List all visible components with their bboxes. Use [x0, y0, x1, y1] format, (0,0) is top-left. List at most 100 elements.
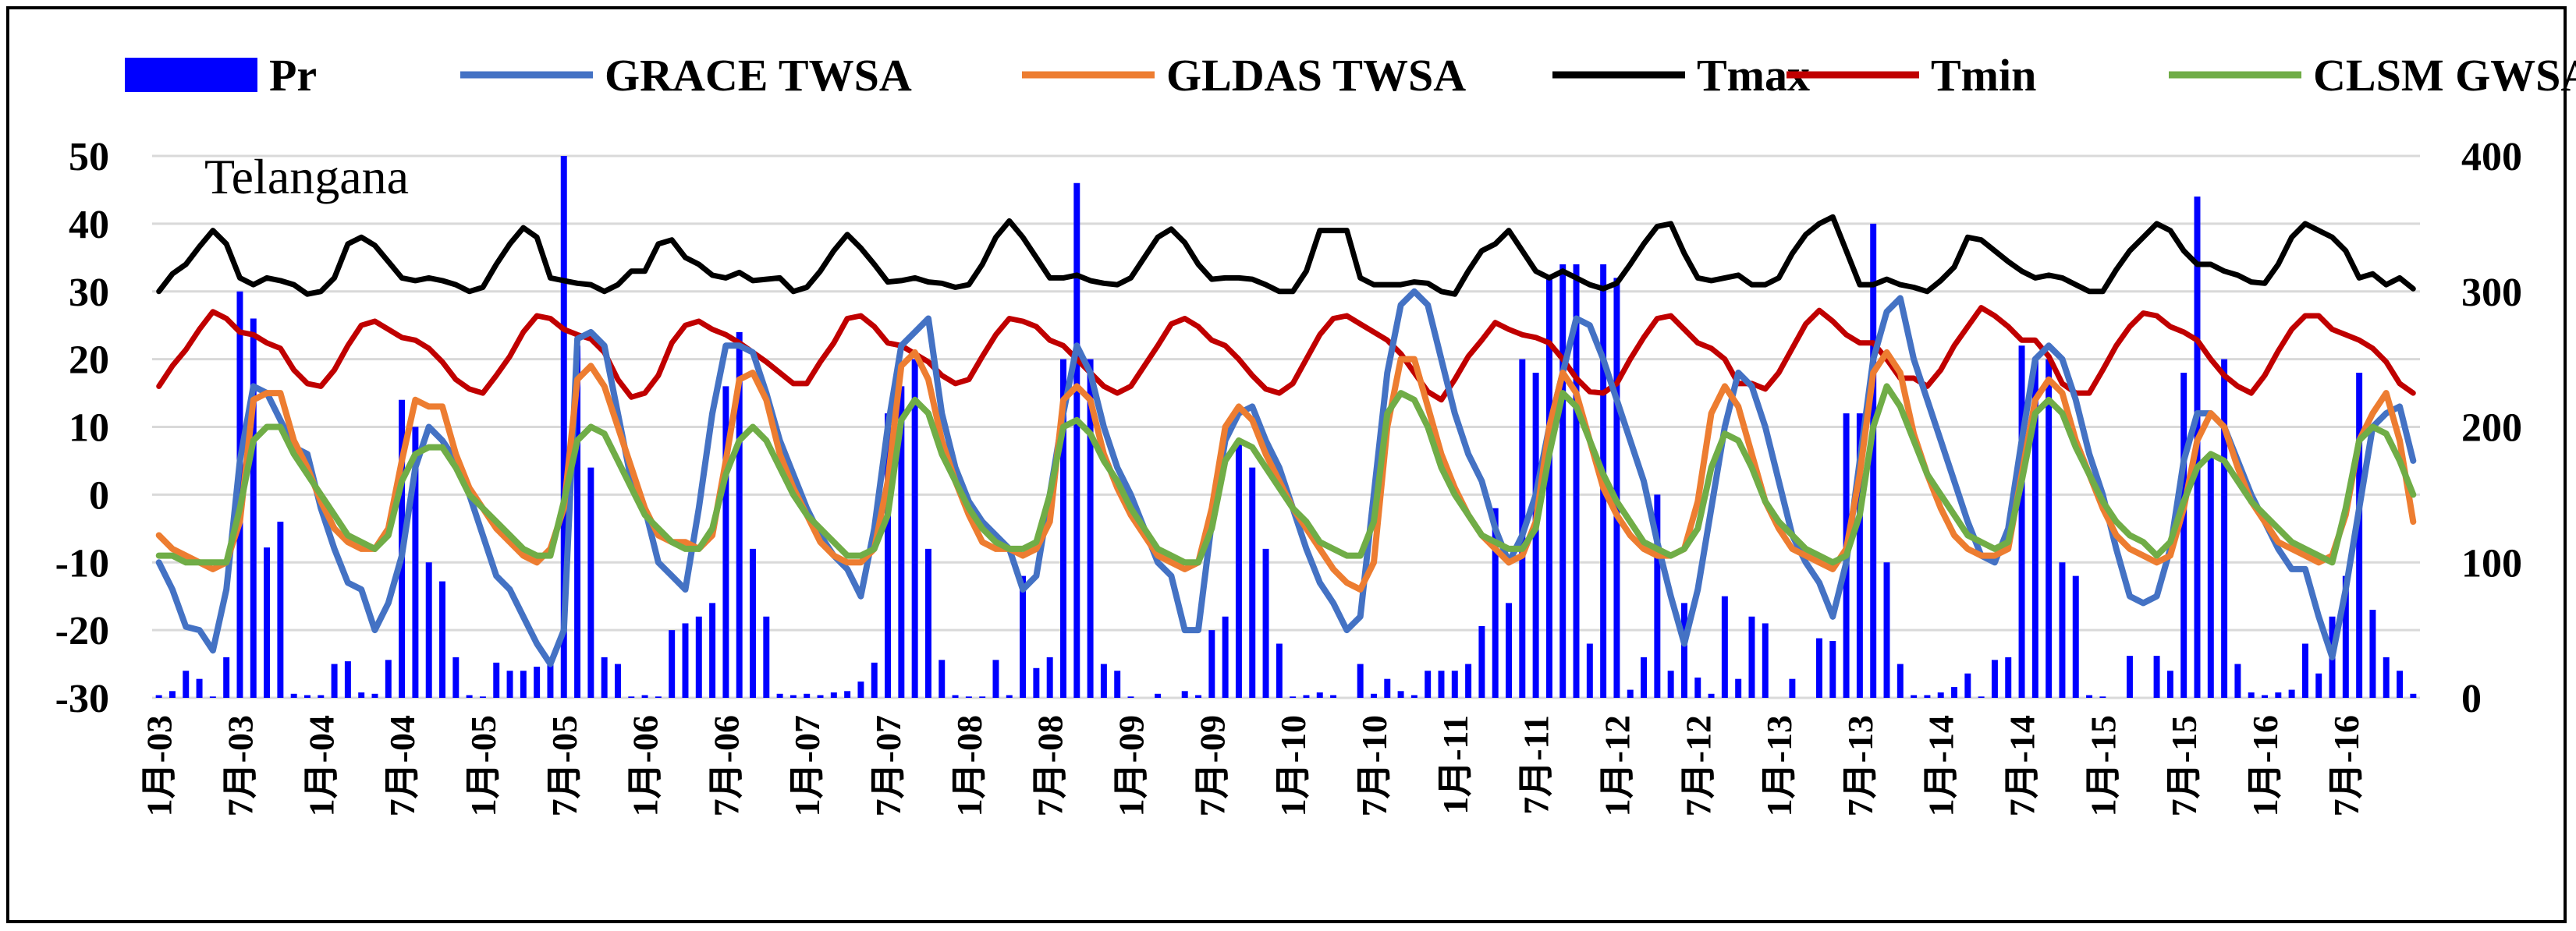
pr-bar	[1964, 673, 1971, 698]
pr-bar	[250, 318, 257, 698]
pr-bar	[2410, 693, 2417, 698]
pr-bar	[1276, 643, 1283, 698]
pr-bar	[1680, 603, 1687, 698]
legend-entry-tmax: Tmax	[1552, 50, 1810, 101]
pr-bar	[1735, 678, 1742, 698]
x-tick-label: 1月-09	[1112, 715, 1151, 816]
x-tick-label: 7月-16	[2326, 715, 2366, 816]
pr-bar	[776, 693, 783, 698]
pr-bar	[520, 671, 527, 698]
pr-bar	[1020, 575, 1027, 698]
pr-bar	[992, 660, 999, 698]
pr-bar	[155, 695, 162, 698]
pr-bar	[506, 671, 513, 698]
pr-bar	[885, 413, 892, 698]
pr-bar	[574, 345, 581, 698]
pr-bar	[1262, 548, 1269, 698]
legend-entry-clsm: CLSM GWSA	[2169, 50, 2576, 101]
legend-entry-tmin: Tmin	[1787, 50, 2036, 101]
legend-label-grace: GRACE TWSA	[605, 50, 912, 101]
x-tick-label: 1月-08	[949, 715, 989, 816]
y-left-tick-label: -20	[55, 609, 109, 653]
pr-bar	[1208, 630, 1215, 698]
pr-bar	[1249, 467, 1256, 698]
x-tick-label: 1月-10	[1273, 715, 1313, 816]
pr-bar	[425, 562, 432, 698]
pr-bar	[1897, 664, 1904, 698]
x-tick-label: 7月-10	[1354, 715, 1394, 816]
y-right-tick-label: 200	[2461, 406, 2522, 451]
x-tick-label: 7月-13	[1840, 715, 1880, 816]
pr-bar	[722, 386, 729, 698]
pr-bar	[2262, 695, 2268, 698]
x-tick-label: 7月-09	[1192, 715, 1232, 816]
pr-bar	[750, 548, 756, 698]
pr-bar	[1951, 687, 1958, 698]
pr-bar	[1033, 667, 1040, 698]
pr-bar	[1316, 692, 1323, 698]
pr-bar	[304, 695, 310, 698]
pr-bar	[452, 657, 459, 698]
x-tick-label: 1月-15	[2083, 715, 2123, 816]
pr-bar	[1586, 643, 1593, 698]
pr-bar	[1087, 359, 1094, 698]
y-left-tick-label: 10	[69, 406, 109, 451]
x-tick-label: 7月-14	[2003, 715, 2042, 816]
pr-bar	[1762, 623, 1769, 698]
y-left-tick-label: 0	[89, 473, 109, 518]
pr-bar	[1978, 696, 1985, 698]
pr-bar	[1789, 678, 1796, 698]
pr-bar	[1492, 508, 1499, 698]
pr-bar	[1384, 678, 1391, 698]
y-left-tick-label: 50	[69, 135, 109, 179]
pr-bar	[1641, 657, 1648, 698]
legend-label-tmin: Tmin	[1931, 50, 2036, 101]
pr-bar	[1559, 264, 1567, 698]
pr-bar	[1573, 264, 1580, 698]
y-right-tick-label: 400	[2461, 135, 2522, 179]
pr-bar	[2031, 359, 2038, 698]
pr-bar	[2221, 359, 2228, 698]
pr-bar	[466, 695, 473, 698]
pr-bar	[412, 427, 419, 698]
legend-entry-gldas: GLDAS TWSA	[1022, 50, 1466, 101]
pr-bar	[1235, 440, 1242, 698]
x-tick-label: 1月-03	[140, 715, 179, 816]
pr-bar	[479, 696, 486, 698]
x-tick-label: 1月-14	[1921, 715, 1961, 816]
chart-title: Telangana	[204, 149, 409, 204]
pr-bar	[2086, 695, 2093, 698]
pr-bar	[358, 692, 365, 698]
pr-bar	[2180, 373, 2187, 698]
pr-bar	[763, 616, 770, 698]
pr-bar	[2072, 575, 2079, 698]
pr-bar	[1532, 373, 1539, 698]
pr-bar	[695, 616, 702, 698]
pr-bar	[1816, 638, 1822, 698]
x-tick-label: 7月-11	[1517, 715, 1556, 815]
x-tick-label: 1月-12	[1597, 715, 1637, 816]
pr-bar	[169, 691, 176, 698]
pr-bar	[2166, 671, 2173, 698]
pr-bar	[1370, 693, 1377, 698]
pr-bar	[1181, 691, 1188, 698]
pr-bar	[439, 581, 446, 698]
x-tick-label: 7月-05	[545, 715, 584, 816]
x-tick-label: 7月-04	[382, 715, 422, 816]
pr-bar	[2315, 673, 2322, 698]
pr-bar	[924, 548, 931, 698]
pr-bar	[587, 467, 594, 698]
pr-bar	[628, 696, 635, 698]
pr-bar	[601, 657, 608, 698]
pr-bar	[804, 693, 811, 698]
pr-bar	[1654, 494, 1661, 698]
pr-bar	[2342, 575, 2349, 698]
pr-bar	[1991, 660, 1998, 698]
y-right-tick-label: 300	[2461, 271, 2522, 315]
pr-bar	[344, 661, 351, 698]
pr-bar	[2275, 692, 2282, 698]
pr-bar	[641, 695, 648, 698]
x-tick-label: 1月-07	[787, 715, 827, 816]
pr-bar	[1438, 671, 1445, 698]
